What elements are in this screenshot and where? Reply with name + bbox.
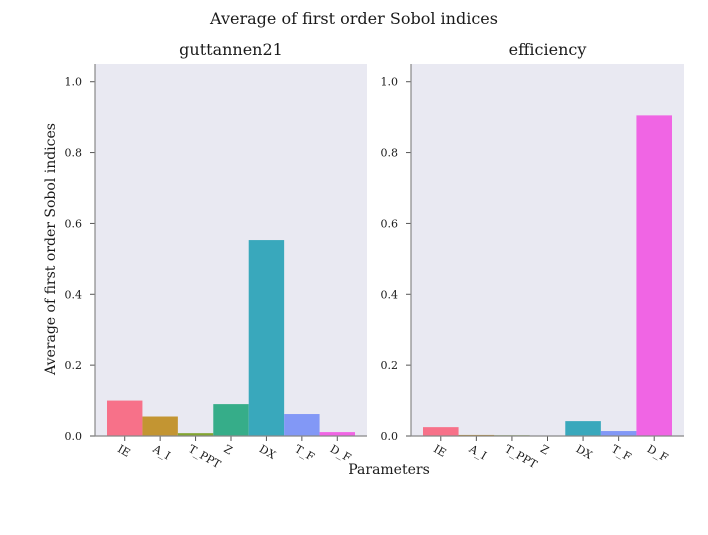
x-tick-label: DX <box>574 442 595 462</box>
x-tick-label: IE <box>115 442 132 459</box>
x-tick-label: T_PPT <box>502 442 539 471</box>
y-tick-label: 0.8 <box>65 147 83 160</box>
bar-IE <box>423 427 459 436</box>
x-tick-label: DX <box>257 442 278 462</box>
y-tick-label: 0.4 <box>381 288 399 301</box>
y-tick-label: 0.6 <box>65 217 83 230</box>
bar-T_F <box>600 431 637 436</box>
y-tick-label: 0.2 <box>65 359 83 372</box>
x-tick-label: IE <box>431 442 448 459</box>
bar-T_PPT <box>177 433 214 436</box>
bar-DX <box>248 240 285 436</box>
bar-A_I <box>142 416 178 436</box>
bar-D_F <box>319 432 355 436</box>
y-tick-label: 0.4 <box>65 288 83 301</box>
x-tick-label: T_F <box>292 442 317 464</box>
bar-D_F <box>636 115 672 436</box>
y-tick-label: 1.0 <box>381 76 399 89</box>
y-tick-label: 0.0 <box>65 430 83 443</box>
y-tick-label: 0.2 <box>381 359 399 372</box>
x-tick-label: D_F <box>645 442 671 464</box>
x-tick-label: T_PPT <box>186 442 223 471</box>
panel-title: guttannen21 <box>179 40 283 59</box>
bar-DX <box>565 421 601 436</box>
bar-IE <box>107 400 143 436</box>
chart-panel-guttannen21: guttannen21 0.0 0.2 0.4 0.6 0.8 1.0 IE A_I T_PPTZ… <box>65 40 367 471</box>
y-tick-label: 1.0 <box>65 76 83 89</box>
y-axis-label: Average of first order Sobol indices <box>43 123 59 376</box>
plot-background <box>95 64 367 436</box>
figure-title: Average of first order Sobol indices <box>209 9 498 28</box>
bar-T_F <box>284 414 320 436</box>
x-tick-label: T_F <box>609 442 634 464</box>
panel-title: efficiency <box>509 40 587 59</box>
x-axis-label: Parameters <box>348 462 430 478</box>
y-tick-label: 0.0 <box>381 430 399 443</box>
x-tick-label: A_I <box>466 442 489 463</box>
x-tick-label: Z <box>538 442 551 457</box>
y-tick-label: 0.8 <box>381 147 399 160</box>
x-tick-label: A_I <box>150 442 173 463</box>
bar-Z <box>213 404 249 436</box>
x-tick-label: Z <box>222 442 235 457</box>
y-tick-label: 0.6 <box>381 217 399 230</box>
